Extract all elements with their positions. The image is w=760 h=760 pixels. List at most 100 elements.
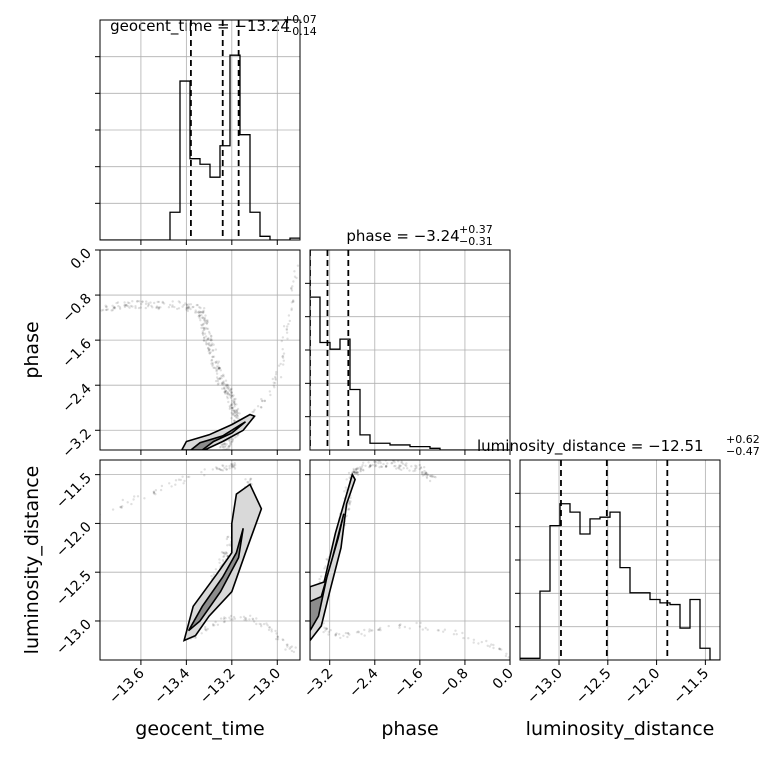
scatter-point	[224, 389, 227, 392]
xtick-label: −13.6	[106, 665, 148, 707]
scatter-point	[398, 466, 401, 469]
scatter-point	[292, 280, 295, 283]
scatter-point	[426, 473, 429, 477]
scatter-point	[362, 461, 365, 464]
scatter-point	[216, 379, 220, 383]
scatter-point	[290, 289, 294, 292]
scatter-point	[223, 445, 227, 449]
scatter-point	[397, 466, 400, 469]
scatter-point	[369, 464, 372, 468]
scatter-point	[100, 309, 103, 312]
scatter-point	[346, 632, 350, 635]
scatter-point	[215, 372, 219, 375]
scatter-point	[233, 397, 236, 401]
scatter-point	[229, 393, 232, 396]
scatter-point	[227, 535, 230, 538]
scatter-point	[236, 414, 240, 418]
scatter-point	[115, 301, 118, 305]
scatter-point	[290, 307, 293, 310]
scatter-point	[246, 481, 249, 484]
scatter-point	[229, 443, 233, 446]
scatter-point	[123, 305, 127, 309]
xtick-label: −3.2	[301, 666, 336, 701]
scatter-point	[202, 311, 205, 314]
scatter-point	[358, 466, 362, 469]
scatter-point	[223, 382, 226, 386]
scatter-point	[419, 466, 423, 469]
scatter-point	[379, 629, 382, 632]
scatter-point	[198, 316, 201, 320]
scatter-point	[186, 475, 189, 479]
scatter-point	[239, 616, 242, 619]
scatter-point	[222, 387, 226, 390]
axes-frame-r2c1	[309, 459, 511, 661]
scatter-point	[398, 464, 401, 467]
scatter-point	[133, 495, 136, 498]
scatter-point	[323, 567, 326, 570]
scatter-point	[150, 304, 153, 308]
scatter-point	[353, 470, 357, 473]
scatter-point	[171, 305, 174, 308]
scatter-point	[423, 473, 426, 477]
scatter-point	[275, 370, 278, 374]
scatter-point	[373, 460, 376, 463]
scatter-point	[199, 311, 202, 314]
scatter-point	[204, 321, 207, 324]
scatter-point	[507, 656, 510, 659]
scatter-point	[290, 649, 294, 653]
scatter-point	[401, 462, 405, 465]
scatter-point	[211, 355, 214, 358]
scatter-point	[205, 342, 208, 345]
scatter-point	[222, 380, 225, 383]
scatter-point	[216, 362, 220, 365]
xtick-label: −1.6	[391, 665, 426, 700]
scatter-point	[268, 626, 271, 629]
scatter-point	[274, 373, 278, 376]
scatter-point	[117, 304, 120, 308]
scatter-point	[223, 386, 226, 389]
scatter-point	[430, 475, 433, 478]
scatter-point	[226, 391, 229, 394]
scatter-point	[461, 631, 464, 635]
scatter-point	[128, 306, 131, 309]
scatter-point	[129, 304, 133, 308]
scatter-point	[218, 558, 221, 561]
scatter-point	[112, 305, 116, 309]
scatter-point	[205, 338, 208, 341]
scatter-point	[198, 310, 201, 313]
scatter-point	[385, 464, 388, 468]
scatter-point	[399, 623, 402, 626]
scatter-point	[251, 618, 255, 621]
scatter-point	[202, 328, 206, 331]
scatter-point	[202, 326, 205, 330]
scatter-point	[385, 465, 388, 468]
hist-step-geocent_time	[100, 54, 300, 240]
scatter-point	[211, 364, 214, 367]
scatter-point	[327, 633, 330, 636]
scatter-point	[208, 352, 212, 355]
scatter-point	[345, 514, 348, 517]
scatter-point	[215, 360, 218, 363]
scatter-point	[177, 478, 181, 481]
scatter-point	[229, 437, 232, 441]
scatter-point	[255, 622, 258, 626]
scatter-point	[177, 300, 180, 303]
scatter-point	[233, 403, 236, 406]
scatter-point	[212, 366, 215, 369]
scatter-point	[228, 445, 231, 448]
scatter-point	[111, 304, 114, 307]
scatter-point	[286, 325, 289, 328]
scatter-point	[167, 306, 171, 309]
scatter-point	[176, 307, 179, 311]
scatter-point	[217, 366, 220, 370]
scatter-point	[221, 387, 224, 390]
scatter-point	[123, 301, 126, 304]
scatter-point	[398, 624, 401, 627]
scatter-point	[324, 565, 327, 568]
scatter-point	[228, 444, 232, 447]
scatter-point	[205, 629, 208, 632]
scatter-point	[348, 633, 351, 636]
scatter-point	[229, 441, 232, 444]
scatter-point	[221, 464, 224, 467]
scatter-point	[223, 390, 226, 394]
